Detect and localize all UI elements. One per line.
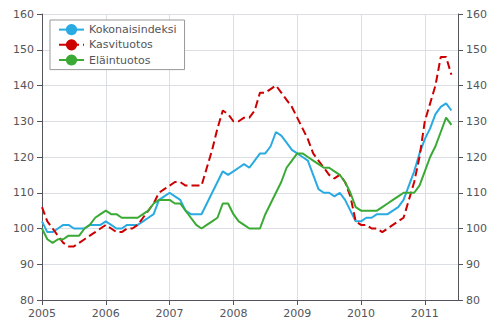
svg-text:2010: 2010 <box>347 307 375 320</box>
svg-text:2007: 2007 <box>156 307 184 320</box>
svg-text:2006: 2006 <box>92 307 120 320</box>
svg-text:2008: 2008 <box>219 307 247 320</box>
svg-text:90: 90 <box>466 258 480 271</box>
svg-text:130: 130 <box>13 115 34 128</box>
svg-text:110: 110 <box>466 186 487 199</box>
svg-text:140: 140 <box>13 79 34 92</box>
svg-text:2005: 2005 <box>28 307 56 320</box>
svg-text:90: 90 <box>20 258 34 271</box>
svg-text:130: 130 <box>466 115 487 128</box>
svg-text:110: 110 <box>13 186 34 199</box>
svg-text:2011: 2011 <box>411 307 439 320</box>
svg-text:150: 150 <box>13 43 34 56</box>
svg-text:160: 160 <box>13 8 34 21</box>
svg-text:160: 160 <box>466 8 487 21</box>
svg-text:Eläintuotos: Eläintuotos <box>89 54 151 67</box>
svg-text:150: 150 <box>466 43 487 56</box>
svg-text:100: 100 <box>466 222 487 235</box>
svg-text:100: 100 <box>13 222 34 235</box>
svg-text:80: 80 <box>20 294 34 307</box>
svg-text:120: 120 <box>13 151 34 164</box>
svg-text:Kasvituotos: Kasvituotos <box>89 38 153 51</box>
svg-text:120: 120 <box>466 151 487 164</box>
svg-text:Kokonaisindeksi: Kokonaisindeksi <box>89 23 177 36</box>
svg-text:140: 140 <box>466 79 487 92</box>
svg-text:80: 80 <box>466 294 480 307</box>
svg-text:2009: 2009 <box>283 307 311 320</box>
